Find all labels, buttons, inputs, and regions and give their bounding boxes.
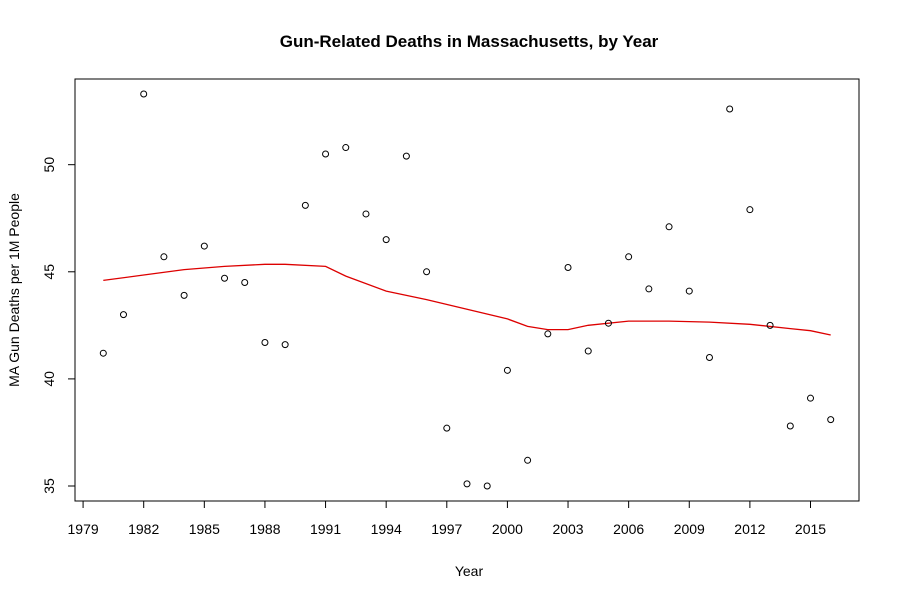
x-tick-label: 2003 [552,521,583,537]
smooth-line-layer [103,263,831,336]
data-point [827,416,835,424]
data-point [119,311,127,319]
x-tick-label: 1985 [189,521,220,537]
data-point [685,287,693,295]
data-point [726,105,734,113]
x-tick-label: 2015 [795,521,826,537]
data-point [301,201,309,209]
smooth-trend-line [103,263,831,336]
data-point [241,279,249,287]
x-tick-label: 1991 [310,521,341,537]
x-axis: 1979 1982 1985 1988 1991 1994 1997 2000 2003 2006… [68,500,826,537]
data-point [786,422,794,430]
y-axis: 35 40 45 50 [41,157,76,494]
data-point [322,150,330,158]
data-point [382,236,390,244]
x-tick-label: 1982 [128,521,159,537]
x-tick-label: 2006 [613,521,644,537]
data-point [180,291,188,299]
x-tick-label: 2000 [492,521,523,537]
data-point [645,285,653,293]
data-point [483,482,491,490]
data-point [443,424,451,432]
data-point [342,144,350,152]
y-tick-label: 40 [41,371,57,387]
x-axis-label: Year [455,563,484,579]
data-point [221,274,229,282]
y-tick-label: 45 [41,264,57,280]
data-point [604,319,612,327]
data-point [362,210,370,218]
data-point [625,253,633,261]
data-point [746,206,754,214]
y-axis-label: MA Gun Deaths per 1M People [6,193,22,387]
data-point [503,366,511,374]
x-tick-label: 2009 [674,521,705,537]
x-tick-label: 1994 [371,521,402,537]
data-point [423,268,431,276]
data-point [200,242,208,250]
data-point [705,353,713,361]
data-point [524,456,532,464]
chart-title: Gun-Related Deaths in Massachusetts, by … [280,32,659,51]
x-tick-label: 1988 [249,521,280,537]
data-point [281,341,289,349]
data-point [544,330,552,338]
x-tick-label: 1997 [431,521,462,537]
data-point [99,349,107,357]
x-tick-label: 1979 [68,521,99,537]
data-point [463,480,471,488]
data-point [140,90,148,98]
data-point [807,394,815,402]
data-point [584,347,592,355]
data-point [402,152,410,160]
data-point [160,253,168,261]
data-point [766,321,774,329]
data-point [665,223,673,231]
y-tick-label: 35 [41,478,57,494]
x-tick-label: 2012 [734,521,765,537]
y-tick-label: 50 [41,157,57,173]
data-point [564,264,572,272]
data-point [261,338,269,346]
plot-area-border [74,78,860,502]
points-layer [99,90,835,490]
